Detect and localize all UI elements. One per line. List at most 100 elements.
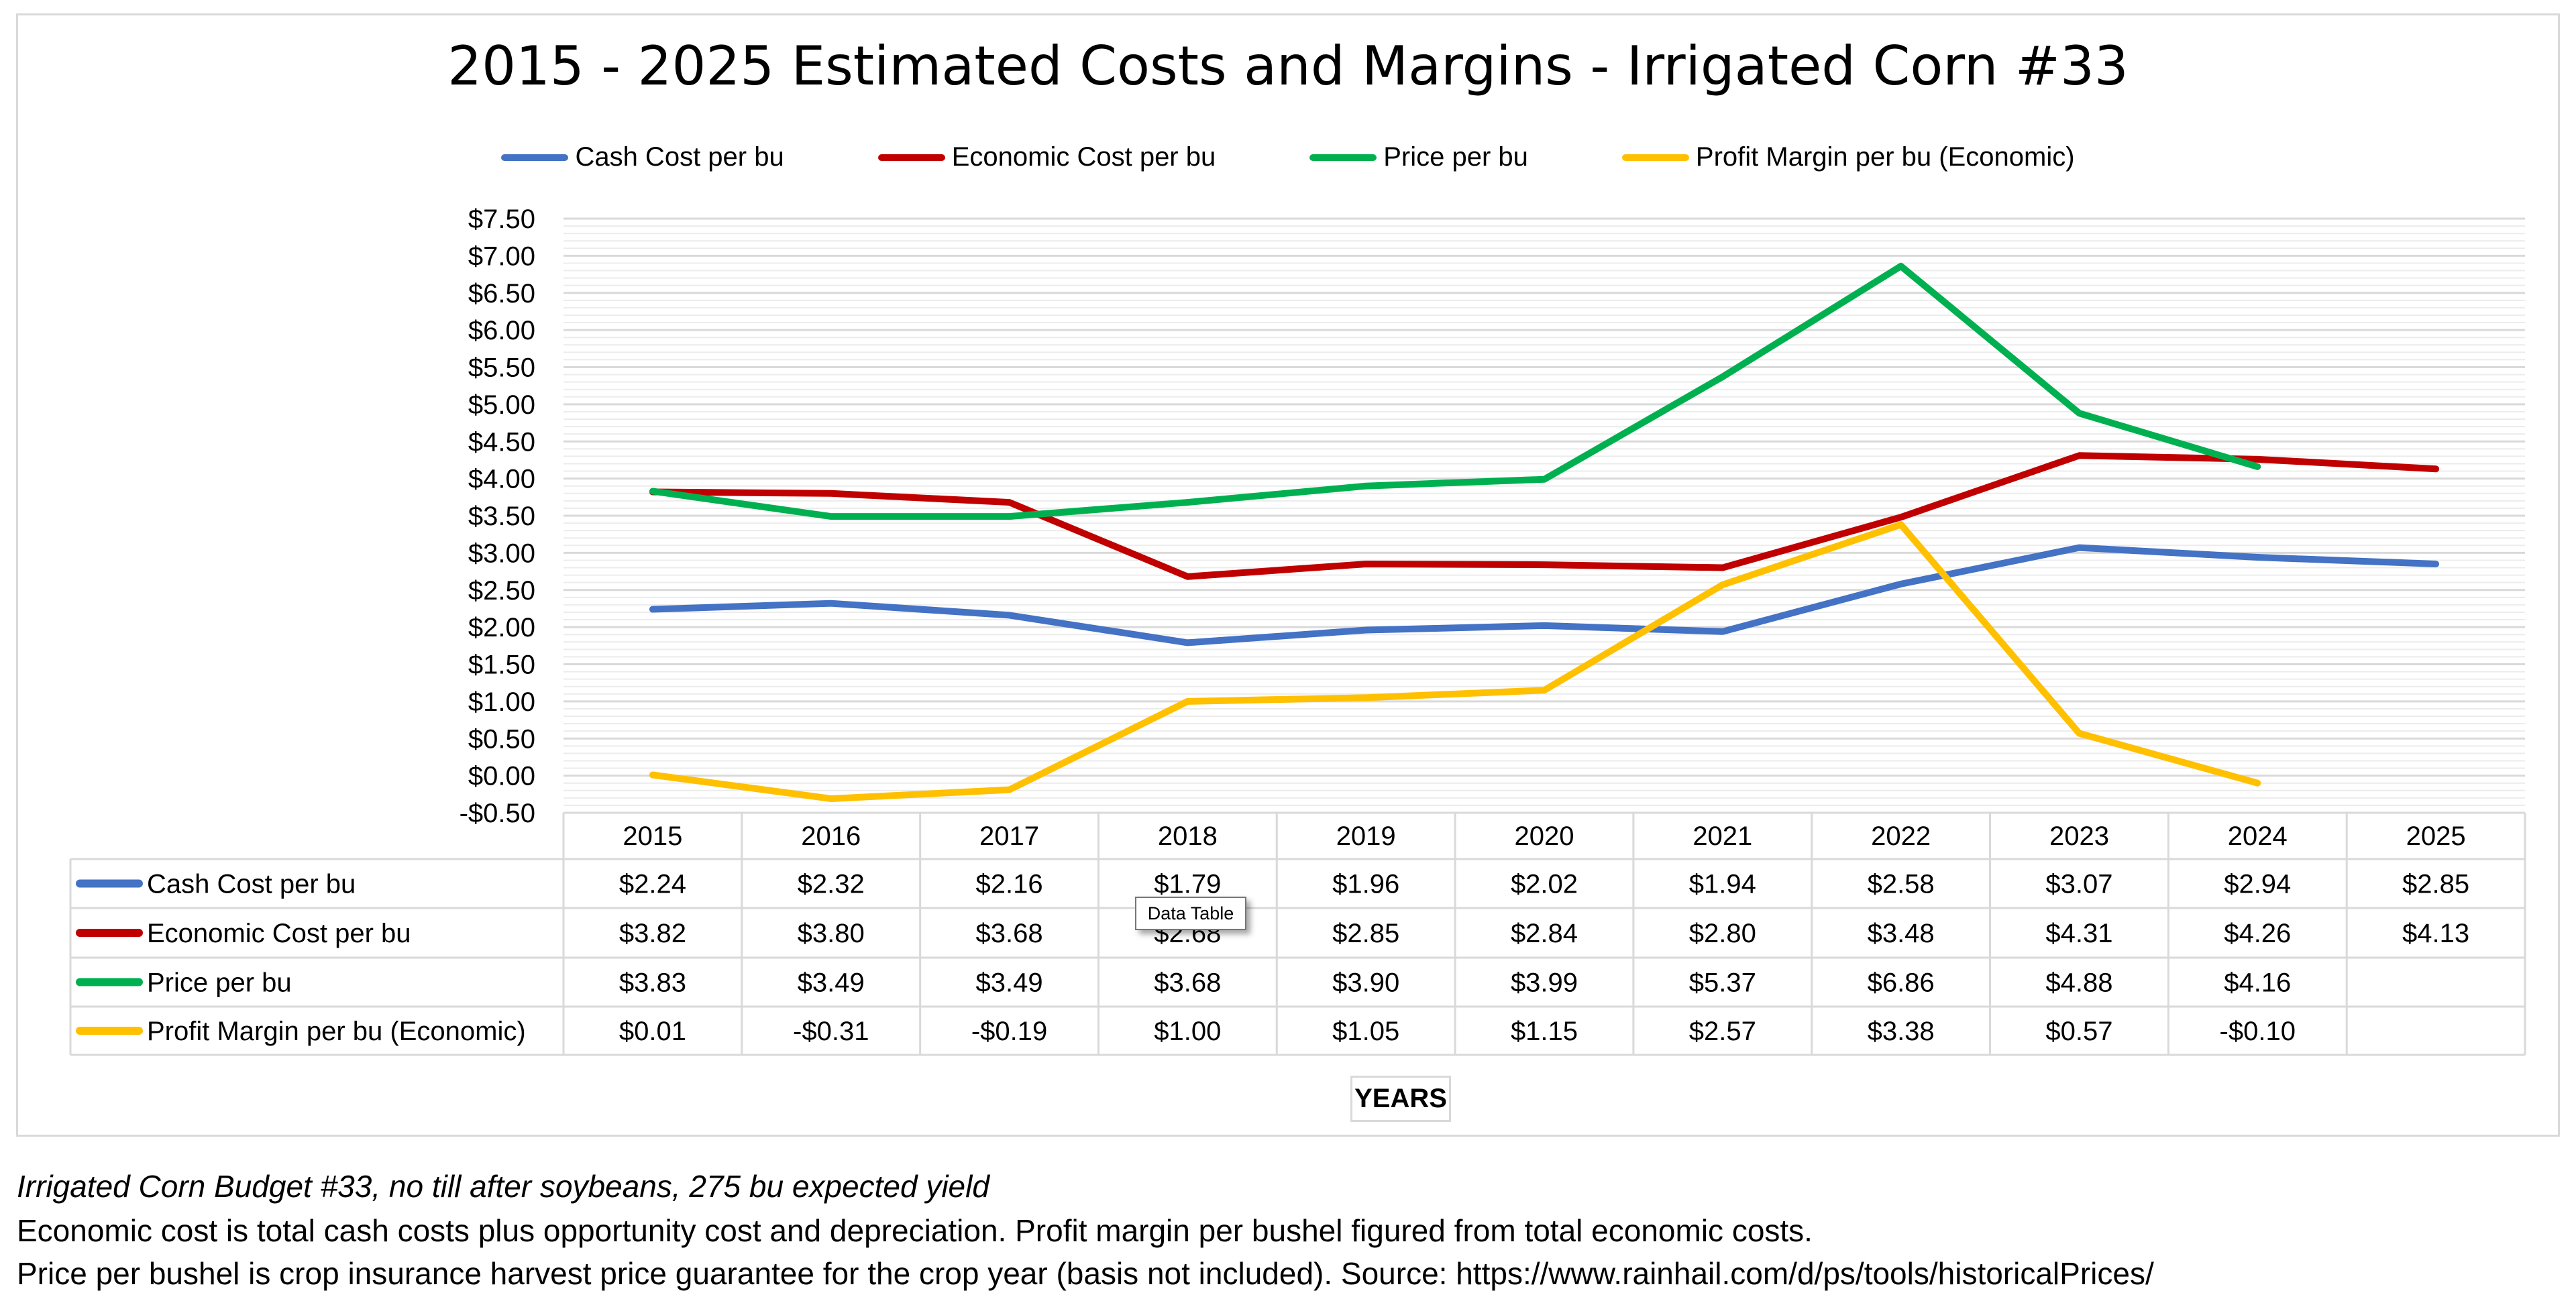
table-value: $4.26	[2224, 919, 2291, 948]
note-price-source: Price per bushel is crop insurance harve…	[17, 1256, 2154, 1291]
x-tick-label: 2020	[1515, 822, 1574, 851]
table-value: $2.58	[1868, 870, 1935, 899]
y-tick-label: $4.50	[468, 427, 535, 457]
y-tick-label: $1.50	[468, 650, 535, 680]
table-value: $3.90	[1332, 968, 1399, 998]
legend-swatch	[877, 154, 945, 161]
legend-label: Profit Margin per bu (Economic)	[1695, 142, 2075, 172]
table-value: -$0.19	[971, 1017, 1047, 1046]
table-value: $1.96	[1332, 870, 1399, 899]
table-value: $2.85	[2402, 870, 2469, 899]
x-tick-label: 2016	[801, 822, 861, 851]
table-series-label: Price per bu	[147, 968, 292, 998]
table-value: $2.94	[2224, 870, 2291, 899]
legend: Cash Cost per bu Economic Cost per bu Pr…	[0, 142, 2576, 172]
x-tick-label: 2022	[1871, 822, 1931, 851]
legend-swatch	[1309, 154, 1377, 161]
table-value: $2.24	[619, 870, 686, 899]
y-tick-label: $6.50	[468, 279, 535, 308]
y-tick-label: $4.00	[468, 465, 535, 494]
legend-label: Price per bu	[1383, 142, 1528, 172]
table-value: $1.00	[1154, 1017, 1221, 1046]
legend-label: Economic Cost per bu	[951, 142, 1216, 172]
y-tick-label: $2.50	[468, 576, 535, 606]
table-legend-key	[76, 978, 143, 986]
table-value: $3.07	[2045, 870, 2112, 899]
table-legend-key	[76, 879, 143, 888]
tooltip: Data Table	[1135, 897, 1246, 930]
table-value: $2.02	[1511, 870, 1578, 899]
table-value: -$0.10	[2220, 1017, 2296, 1046]
table-value: $4.31	[2045, 919, 2112, 948]
x-tick-label: 2023	[2049, 822, 2109, 851]
table-value: $3.38	[1868, 1017, 1935, 1046]
y-tick-label: $1.00	[468, 687, 535, 717]
table-value: $0.01	[619, 1017, 686, 1046]
table-value: $3.48	[1868, 919, 1935, 948]
table-legend-key	[76, 929, 143, 937]
table-legend-key	[76, 1027, 143, 1035]
table-series-label: Economic Cost per bu	[147, 919, 411, 948]
legend-item-cash-cost: Cash Cost per bu	[501, 142, 784, 172]
y-tick-label: $5.00	[468, 390, 535, 420]
table-value: $5.37	[1689, 968, 1756, 998]
note-budget: Irrigated Corn Budget #33, no till after…	[17, 1169, 989, 1204]
y-tick-label: $0.50	[468, 724, 535, 754]
table-value: $1.05	[1332, 1017, 1399, 1046]
legend-label: Cash Cost per bu	[575, 142, 784, 172]
table-value: $4.13	[2402, 919, 2469, 948]
table-value: $2.84	[1511, 919, 1578, 948]
table-value: $3.49	[975, 968, 1042, 998]
table-value: $1.79	[1154, 870, 1221, 899]
y-tick-label: $3.50	[468, 502, 535, 531]
chart-title: 2015 - 2025 Estimated Costs and Margins …	[447, 35, 2129, 97]
table-series-label: Profit Margin per bu (Economic)	[147, 1017, 526, 1046]
x-axis-title: YEARS	[1350, 1076, 1451, 1122]
table-value: $1.94	[1689, 870, 1756, 899]
table-value: -$0.31	[793, 1017, 869, 1046]
legend-item-price: Price per bu	[1309, 142, 1528, 172]
table-value: $0.57	[2045, 1017, 2112, 1046]
table-value: $3.68	[1154, 968, 1221, 998]
table-value: $2.57	[1689, 1017, 1756, 1046]
legend-item-profit-margin: Profit Margin per bu (Economic)	[1621, 142, 2075, 172]
table-value: $3.83	[619, 968, 686, 998]
y-tick-label: $6.00	[468, 316, 535, 345]
table-value: $2.32	[798, 870, 865, 899]
y-tick-label: $7.00	[468, 241, 535, 271]
series-line-price-per-bu	[649, 262, 2261, 520]
y-tick-label: -$0.50	[460, 799, 535, 828]
table-value: $2.80	[1689, 919, 1756, 948]
table-value: $4.88	[2045, 968, 2112, 998]
table-value: $3.99	[1511, 968, 1578, 998]
x-tick-label: 2025	[2406, 822, 2466, 851]
legend-swatch	[1621, 154, 1689, 161]
table-value: $1.15	[1511, 1017, 1578, 1046]
table-series-label: Cash Cost per bu	[147, 870, 356, 899]
table-value: $3.80	[798, 919, 865, 948]
y-tick-label: $3.00	[468, 539, 535, 568]
x-tick-label: 2021	[1693, 822, 1752, 851]
y-tick-label: $2.00	[468, 613, 535, 642]
x-tick-label: 2019	[1336, 822, 1396, 851]
series-line-profit-margin-per-bu-economic-	[649, 521, 2261, 802]
table-value: $3.82	[619, 919, 686, 948]
table-value: $4.16	[2224, 968, 2291, 998]
note-economic-cost: Economic cost is total cash costs plus o…	[17, 1213, 1813, 1248]
y-tick-label: $0.00	[468, 762, 535, 791]
chart-area	[16, 13, 2560, 1137]
legend-swatch	[501, 154, 569, 161]
x-tick-label: 2024	[2228, 822, 2288, 851]
table-value: $3.49	[798, 968, 865, 998]
x-tick-label: 2015	[623, 822, 682, 851]
table-value: $2.85	[1332, 919, 1399, 948]
table-value: $6.86	[1868, 968, 1935, 998]
x-tick-label: 2017	[979, 822, 1039, 851]
y-tick-label: $5.50	[468, 353, 535, 383]
y-tick-label: $7.50	[468, 205, 535, 234]
table-value: $2.16	[975, 870, 1042, 899]
x-tick-label: 2018	[1158, 822, 1218, 851]
legend-item-economic-cost: Economic Cost per bu	[877, 142, 1216, 172]
table-value: $3.68	[975, 919, 1042, 948]
